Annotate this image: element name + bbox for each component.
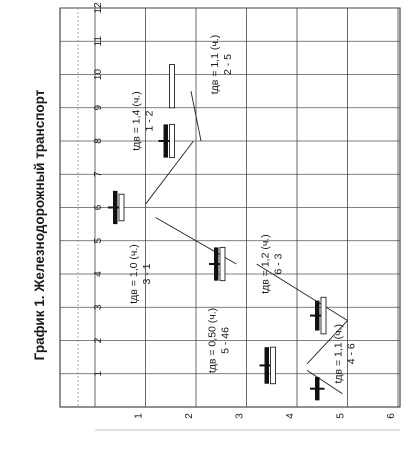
time-tick-label: 11 — [93, 36, 104, 47]
time-tick-label: 7 — [93, 171, 104, 177]
time-tick-label: 12 — [93, 2, 104, 14]
annotation-text: tдв = 1,1 (ч.) — [333, 324, 345, 383]
time-tick-label: 4 — [93, 271, 104, 277]
annotation-text: tдв = 0,50 (ч.) — [206, 308, 218, 373]
occupancy-bar-open — [169, 123, 175, 159]
station-tick-label: 6 — [386, 413, 397, 419]
station-tick-label: 5 — [336, 413, 347, 419]
station-tick-label: 4 — [285, 413, 296, 419]
time-tick-label: 6 — [93, 204, 104, 210]
annotation-text: 2 - 5 — [222, 54, 234, 75]
time-tick-label: 2 — [93, 337, 104, 343]
annotation-text: 3 - 1 — [141, 263, 153, 284]
grid-layer — [59, 7, 401, 431]
chart-title: График 1. Железнодорожный транспорт — [32, 89, 47, 360]
time-tick-label: 5 — [93, 238, 104, 244]
annotation-text: tдв = 1,4 (ч.) — [131, 91, 143, 150]
annotation-text: 6 - 3 — [273, 253, 285, 274]
occupancy-bar-open — [270, 346, 276, 385]
connector-line — [256, 263, 348, 321]
time-tick-label: 3 — [93, 304, 104, 310]
occupancy-bar-open — [118, 193, 125, 222]
connector-line — [306, 370, 343, 395]
occupancy-bar-open — [219, 246, 226, 282]
annotation-text: 5 - 46 — [219, 327, 231, 354]
connector-line — [145, 140, 194, 205]
time-tick-label: 10 — [93, 69, 104, 81]
connector-line — [306, 320, 348, 365]
time-tick-label: 8 — [93, 138, 104, 144]
time-tick-label: 9 — [93, 105, 104, 111]
annotation-text: tдв = 1,2 (ч.) — [260, 234, 272, 293]
occupancy-bar-open — [320, 296, 327, 335]
annotation-text: 1 - 2 — [144, 110, 156, 131]
occupancy-bar-open — [169, 64, 175, 109]
annotation-text: tдв = 1,0 (ч.) — [128, 244, 140, 303]
time-tick-label: 1 — [93, 371, 104, 377]
block-layer — [108, 64, 327, 401]
station-tick-label: 1 — [134, 413, 145, 419]
station-tick-label: 3 — [235, 413, 246, 419]
annotation-text: 4 - 6 — [346, 343, 358, 364]
connector-line — [190, 91, 202, 142]
station-tick-label: 2 — [184, 413, 195, 419]
annotation-text: tдв = 1,1 (ч.) — [209, 35, 221, 94]
